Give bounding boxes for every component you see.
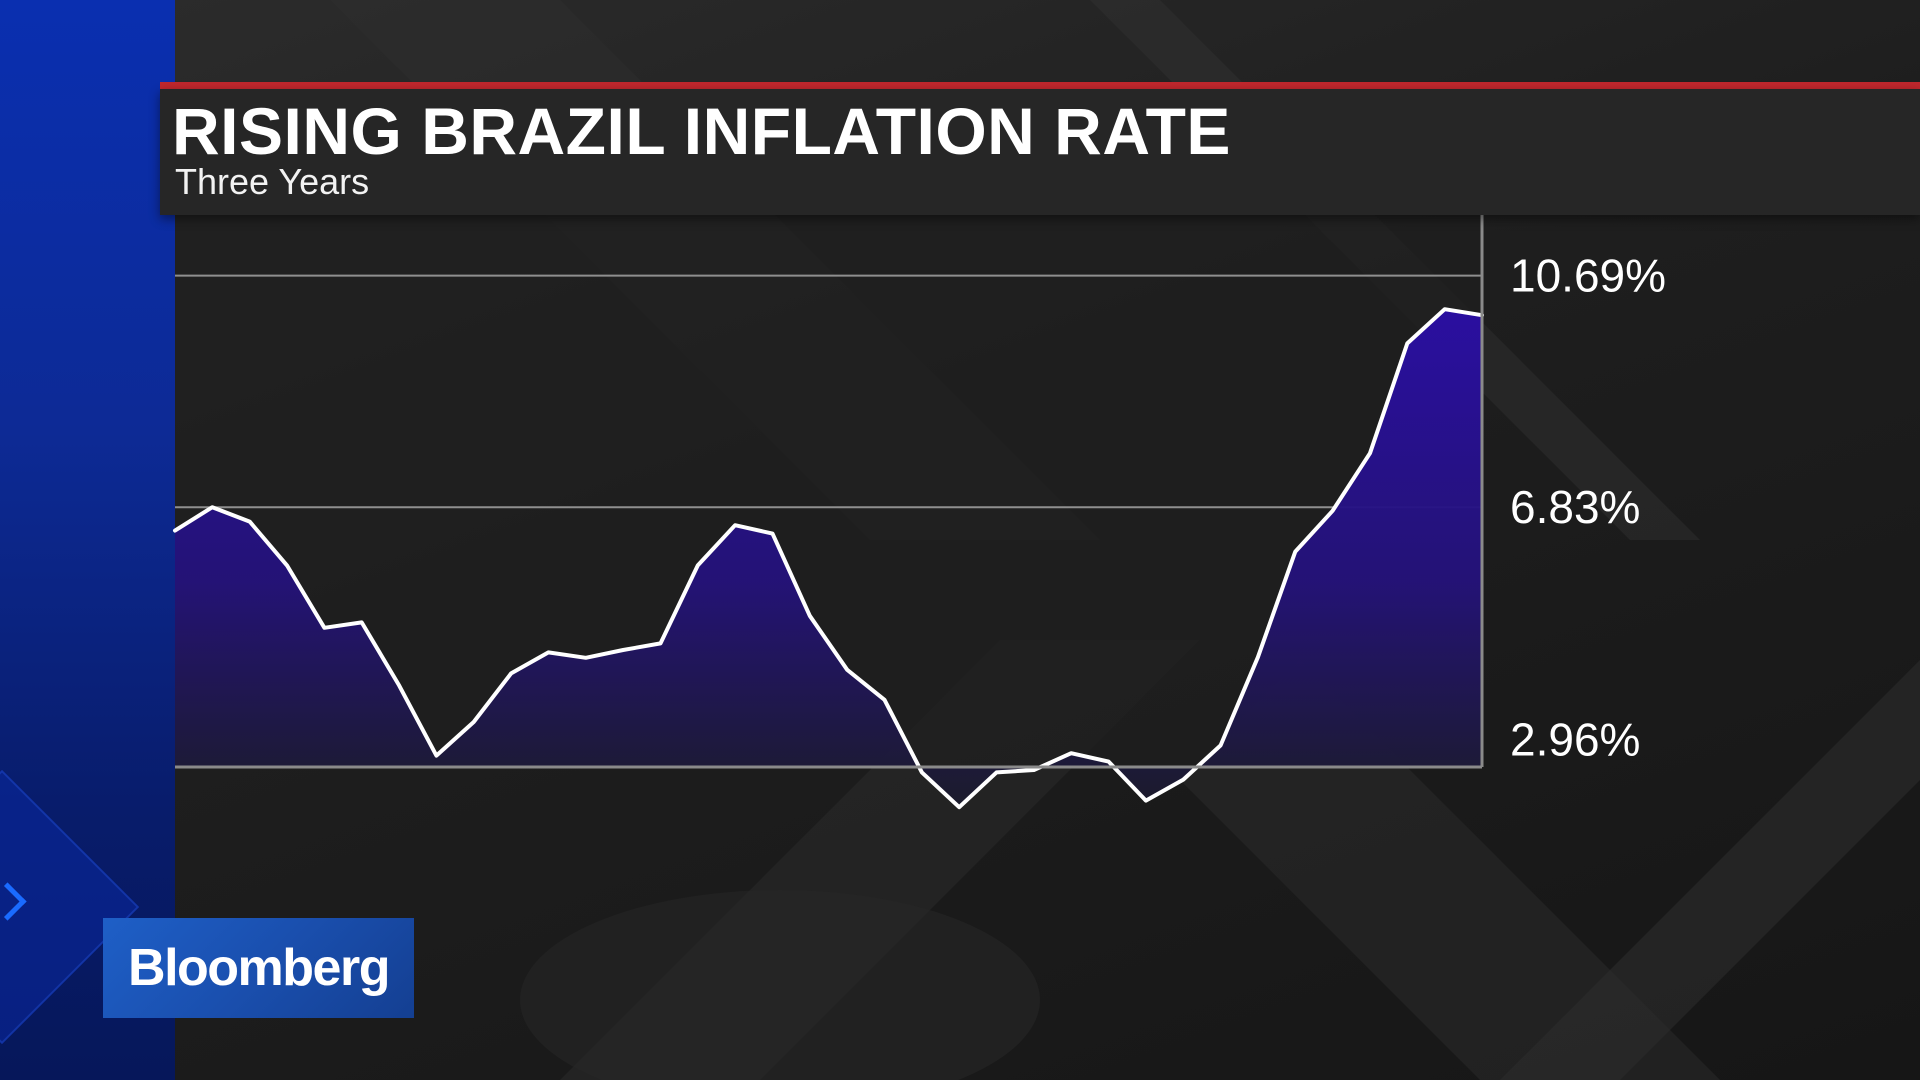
chart-title: RISING BRAZIL INFLATION RATE	[172, 94, 1231, 168]
chart-subtitle: Three Years	[175, 161, 370, 202]
y-tick-label: 10.69%	[1510, 250, 1666, 302]
inflation-line	[173, 307, 1484, 810]
gridlines	[175, 274, 1482, 509]
logo-text: Bloomberg	[128, 939, 390, 997]
inflation-area	[175, 309, 1482, 808]
header-accent-rule	[160, 82, 1920, 89]
y-tick-labels: 10.69% 6.83% 2.96%	[1510, 250, 1666, 766]
bloomberg-logo: Bloomberg	[103, 918, 414, 1018]
title-bar: RISING BRAZIL INFLATION RATE Three Years	[160, 89, 1920, 215]
y-tick-label: 2.96%	[1510, 713, 1640, 765]
left-accent-panel	[0, 0, 175, 1080]
y-tick-label: 6.83%	[1510, 481, 1640, 533]
